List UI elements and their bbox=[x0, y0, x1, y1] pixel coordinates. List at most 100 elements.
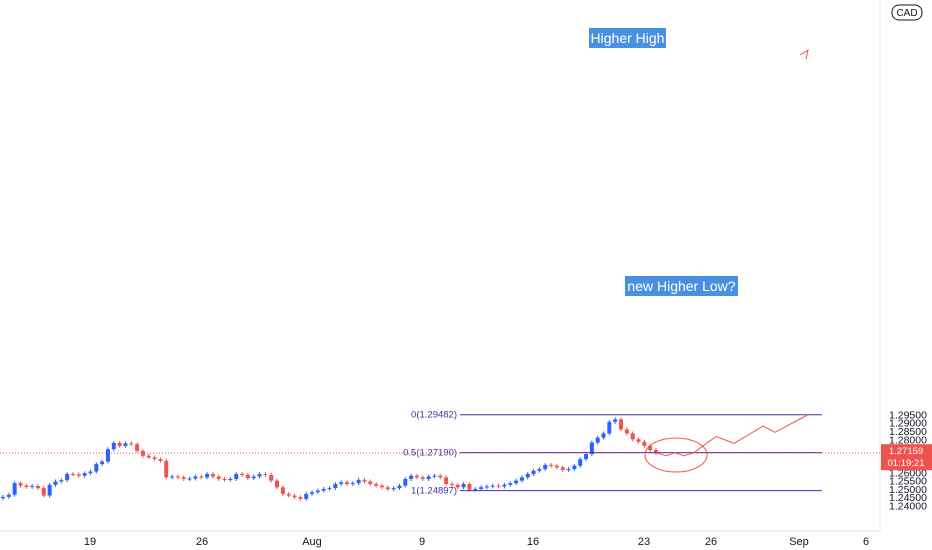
candle-body bbox=[630, 433, 635, 440]
candle-body bbox=[356, 479, 361, 484]
y-tick-label: 1.25000 bbox=[889, 484, 927, 496]
candle bbox=[613, 417, 618, 424]
fibonacci-retracement[interactable]: 0(1.29482) 0.5(1.27190) 1(1.24897) bbox=[403, 410, 822, 497]
candle bbox=[222, 477, 227, 482]
candle-body bbox=[432, 475, 437, 477]
candle-body bbox=[531, 470, 536, 475]
projection-path[interactable] bbox=[644, 48, 809, 473]
candle-body bbox=[385, 487, 390, 490]
candle-body bbox=[193, 476, 198, 479]
candle bbox=[572, 463, 577, 472]
candle-body bbox=[12, 483, 17, 495]
higher-low-circle bbox=[644, 437, 708, 473]
candle-body bbox=[572, 465, 577, 470]
candle bbox=[70, 472, 75, 477]
candle bbox=[216, 474, 221, 481]
candle-body bbox=[327, 488, 332, 490]
candle bbox=[595, 435, 600, 445]
candle-body bbox=[461, 483, 466, 488]
candle-body bbox=[566, 469, 571, 471]
y-tick-label: 1.28500 bbox=[889, 426, 927, 438]
candle-body bbox=[444, 477, 449, 484]
candle bbox=[210, 472, 215, 479]
candle bbox=[566, 467, 571, 472]
candle-body bbox=[76, 474, 81, 476]
candle bbox=[53, 479, 58, 487]
time-axis[interactable]: 19 26 Aug 9 16 23 26 Sep 6 bbox=[84, 536, 869, 548]
candle bbox=[193, 474, 198, 481]
candle bbox=[490, 483, 495, 489]
candle-body bbox=[549, 464, 554, 466]
candle-body bbox=[636, 439, 641, 442]
candle bbox=[630, 431, 635, 442]
candle bbox=[129, 441, 134, 447]
candle bbox=[461, 481, 466, 490]
y-tick-label: 1.24000 bbox=[889, 501, 927, 513]
candle bbox=[251, 474, 256, 481]
higher-high-annotation[interactable]: Higher High bbox=[589, 28, 666, 48]
candle bbox=[135, 442, 140, 453]
candle-body bbox=[205, 474, 210, 478]
last-price-tag: 1.27159 01:19:21 bbox=[881, 444, 932, 471]
candle bbox=[350, 481, 355, 486]
candle bbox=[584, 452, 589, 462]
candle bbox=[65, 472, 70, 483]
candle bbox=[607, 419, 612, 436]
candle-body bbox=[525, 474, 530, 478]
candle-body bbox=[234, 474, 239, 480]
candle bbox=[187, 476, 192, 481]
higher-low-annotation[interactable]: new Higher Low? bbox=[625, 276, 738, 296]
candle-body bbox=[135, 444, 140, 451]
candle-body bbox=[339, 482, 344, 484]
candle bbox=[245, 472, 250, 481]
candle-body bbox=[473, 488, 478, 490]
higher-low-label: new Higher Low? bbox=[627, 278, 735, 294]
candle bbox=[280, 485, 285, 496]
candle bbox=[240, 472, 245, 477]
candle-body bbox=[537, 469, 542, 471]
candle-body bbox=[175, 476, 180, 478]
candle-body bbox=[181, 477, 186, 480]
candle bbox=[362, 477, 367, 484]
candle-body bbox=[554, 465, 559, 468]
candle bbox=[175, 474, 180, 480]
candle bbox=[170, 474, 175, 480]
candle-body bbox=[589, 442, 594, 455]
candle bbox=[82, 471, 87, 478]
candle bbox=[257, 472, 262, 479]
candle bbox=[6, 492, 11, 499]
candle bbox=[525, 472, 530, 480]
y-tick-label: 1.29000 bbox=[889, 418, 927, 430]
candle-body bbox=[1, 496, 5, 499]
candle-body bbox=[94, 464, 99, 472]
candle-body bbox=[333, 483, 338, 489]
candle-body bbox=[146, 455, 151, 458]
last-price-value: 1.27159 bbox=[889, 446, 923, 457]
candle bbox=[111, 440, 116, 452]
candle-body bbox=[449, 483, 454, 485]
candle bbox=[654, 448, 658, 456]
candle-body bbox=[245, 474, 250, 479]
candle-body bbox=[344, 482, 349, 484]
candle-body bbox=[362, 479, 367, 482]
candle bbox=[397, 483, 402, 491]
x-tick-label: 9 bbox=[419, 536, 425, 548]
candle bbox=[543, 462, 548, 472]
candle-body bbox=[397, 485, 402, 489]
candle-body bbox=[170, 476, 175, 478]
candle bbox=[379, 483, 384, 490]
candle bbox=[356, 477, 361, 486]
candle-body bbox=[140, 450, 145, 456]
candle bbox=[444, 475, 449, 486]
candle-body bbox=[35, 485, 40, 489]
candle bbox=[181, 475, 186, 481]
x-tick-label: 26 bbox=[196, 536, 208, 548]
candle bbox=[146, 453, 151, 460]
candle bbox=[385, 485, 390, 492]
candle bbox=[199, 474, 204, 480]
candle bbox=[374, 481, 379, 488]
candle bbox=[391, 486, 396, 492]
candle-body bbox=[624, 429, 629, 434]
candle-body bbox=[187, 478, 192, 480]
